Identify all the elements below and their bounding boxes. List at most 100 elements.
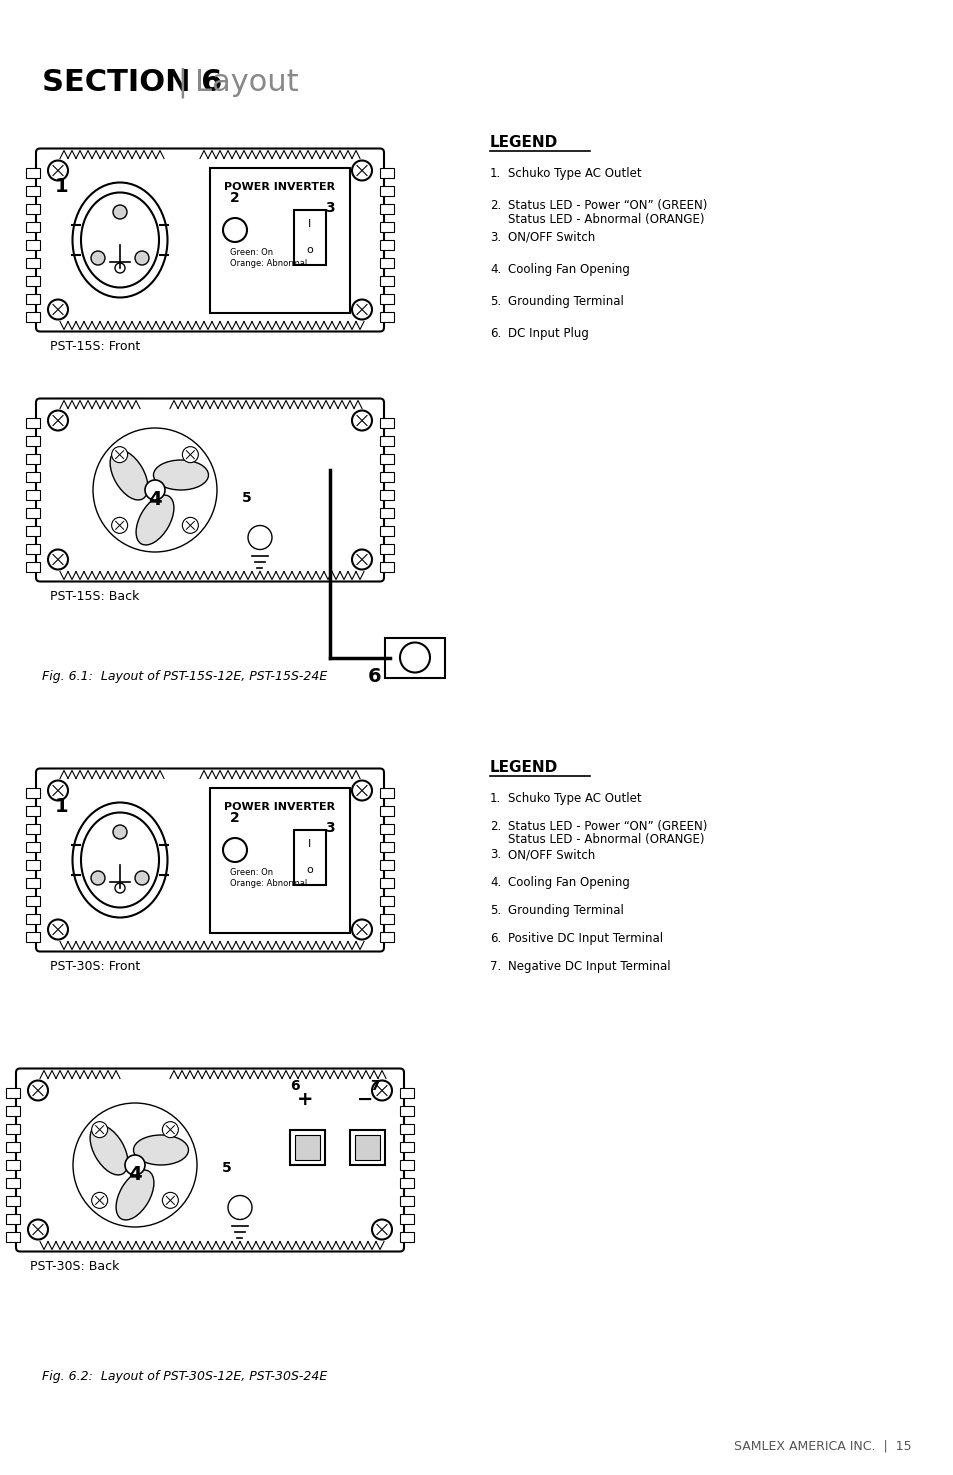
Bar (294, 1134, 319, 1159)
Bar (379, 276, 394, 286)
Circle shape (28, 1081, 48, 1100)
Text: 5.: 5. (490, 904, 500, 917)
Circle shape (91, 1192, 108, 1208)
Ellipse shape (72, 802, 168, 917)
Bar (399, 1087, 414, 1097)
Circle shape (112, 825, 127, 839)
Text: Fig. 6.2:  Layout of PST-30S-12E, PST-30S-24E: Fig. 6.2: Layout of PST-30S-12E, PST-30S… (42, 1370, 327, 1384)
Text: 4.: 4. (490, 876, 500, 889)
Circle shape (92, 428, 216, 552)
Bar (6, 1159, 20, 1170)
Bar (26, 453, 40, 463)
Text: I: I (308, 218, 312, 229)
Bar (379, 417, 394, 428)
Circle shape (91, 1121, 108, 1137)
Circle shape (112, 205, 127, 218)
Bar (379, 842, 394, 851)
Text: |: | (168, 68, 197, 99)
Bar (26, 842, 40, 851)
Text: Cooling Fan Opening: Cooling Fan Opening (507, 876, 629, 889)
Bar (294, 830, 326, 885)
Bar (385, 637, 444, 677)
Bar (6, 1232, 20, 1242)
Ellipse shape (81, 193, 159, 288)
Bar (399, 1124, 414, 1133)
Circle shape (112, 518, 128, 534)
Text: 2: 2 (230, 190, 239, 205)
Circle shape (91, 251, 105, 266)
Text: 6.: 6. (490, 932, 500, 945)
Bar (379, 932, 394, 941)
Text: 1.: 1. (490, 167, 500, 180)
Bar (26, 258, 40, 267)
Bar (210, 168, 350, 313)
Text: 4: 4 (128, 1165, 142, 1184)
Text: SAMLEX AMERICA INC.  |  15: SAMLEX AMERICA INC. | 15 (734, 1440, 911, 1453)
Bar (379, 805, 394, 816)
Text: 2: 2 (230, 811, 239, 825)
Text: Orange: Abnormal: Orange: Abnormal (230, 260, 307, 268)
Bar (6, 1124, 20, 1133)
Circle shape (223, 218, 247, 242)
Bar (379, 562, 394, 571)
Bar (379, 490, 394, 500)
Text: 3.: 3. (490, 848, 500, 861)
Bar (379, 186, 394, 196)
Text: LEGEND: LEGEND (490, 136, 558, 150)
Bar (379, 453, 394, 463)
Bar (294, 209, 326, 266)
Circle shape (145, 479, 165, 500)
Circle shape (135, 872, 149, 885)
Text: LEGEND: LEGEND (490, 760, 558, 774)
Bar (399, 1232, 414, 1242)
Circle shape (162, 1192, 178, 1208)
Circle shape (135, 251, 149, 266)
Text: 4.: 4. (490, 263, 500, 276)
Ellipse shape (81, 813, 159, 907)
Bar (6, 1087, 20, 1097)
Bar (379, 860, 394, 869)
Text: Schuko Type AC Outlet: Schuko Type AC Outlet (507, 792, 641, 805)
FancyBboxPatch shape (36, 149, 384, 332)
Circle shape (372, 1081, 392, 1100)
Bar (26, 239, 40, 249)
Bar (26, 221, 40, 232)
Circle shape (48, 410, 68, 431)
Bar (379, 895, 394, 906)
Bar (26, 472, 40, 481)
Circle shape (48, 780, 68, 801)
Text: 3.: 3. (490, 232, 500, 243)
Bar (26, 168, 40, 177)
Bar (26, 507, 40, 518)
Bar (399, 1105, 414, 1115)
Text: Fig. 6.1:  Layout of PST-15S-12E, PST-15S-24E: Fig. 6.1: Layout of PST-15S-12E, PST-15S… (42, 670, 327, 683)
FancyBboxPatch shape (36, 768, 384, 951)
Ellipse shape (153, 460, 209, 490)
Bar (379, 221, 394, 232)
Ellipse shape (72, 183, 168, 298)
Bar (290, 1130, 325, 1165)
Circle shape (73, 1103, 196, 1227)
Ellipse shape (136, 496, 173, 544)
Bar (379, 311, 394, 322)
Text: −: − (356, 1090, 373, 1109)
Bar (26, 435, 40, 445)
Bar (26, 860, 40, 869)
Bar (26, 823, 40, 833)
Bar (379, 543, 394, 553)
Bar (379, 507, 394, 518)
Bar (26, 417, 40, 428)
Bar (26, 543, 40, 553)
Circle shape (372, 1220, 392, 1239)
Text: Grounding Terminal: Grounding Terminal (507, 295, 623, 308)
Bar (399, 1214, 414, 1223)
Bar (26, 895, 40, 906)
Bar (26, 311, 40, 322)
Text: 1: 1 (55, 798, 69, 817)
Text: 5: 5 (242, 491, 252, 506)
Circle shape (125, 1155, 145, 1176)
Ellipse shape (90, 1125, 128, 1176)
Circle shape (228, 1196, 252, 1220)
Text: I: I (308, 839, 312, 850)
Text: SECTION 6: SECTION 6 (42, 68, 222, 97)
